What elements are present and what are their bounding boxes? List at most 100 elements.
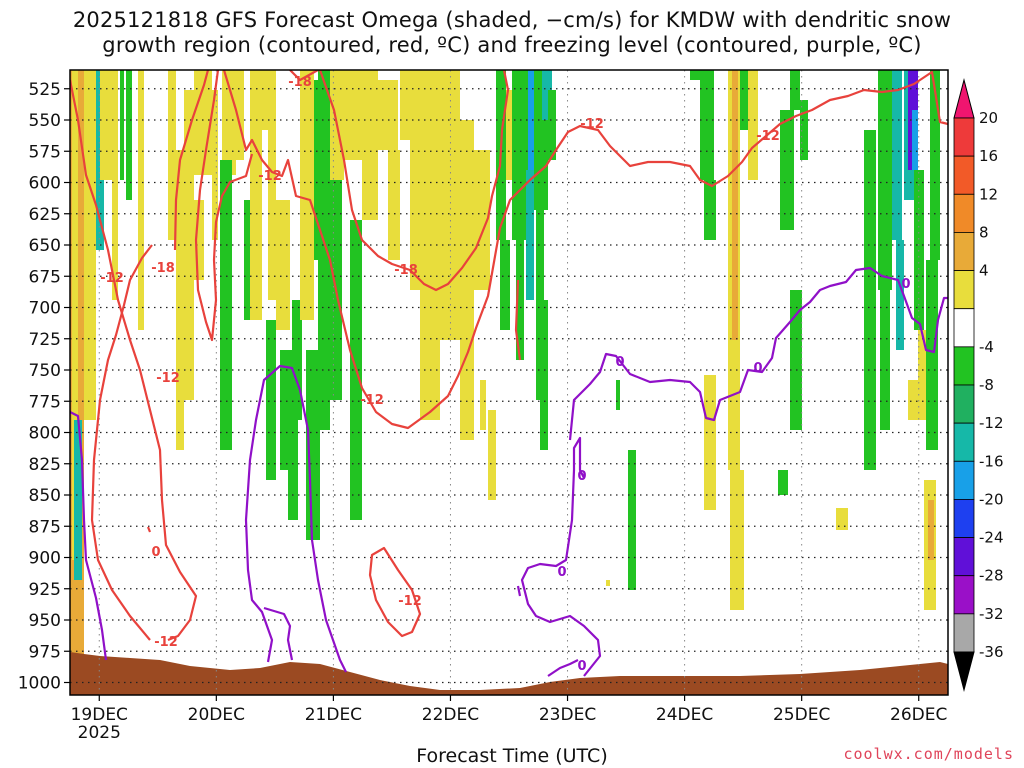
omega-cell-86 <box>918 330 928 420</box>
omega-cell-45 <box>480 380 486 430</box>
x-tick-label-2: 21DEC <box>305 705 362 725</box>
colorbar-segment-10 <box>953 499 975 538</box>
colorbar-segment-7 <box>953 384 975 424</box>
omega-cell-7 <box>120 70 124 180</box>
colorbar-label-9: -20 <box>979 490 1004 508</box>
omega-shading <box>70 70 940 690</box>
colorbar-label-8: -16 <box>979 452 1004 470</box>
omega-cell-15 <box>212 90 218 240</box>
omega-cell-10 <box>168 70 176 240</box>
omega-cell-76 <box>836 508 848 530</box>
red-contour-6 <box>194 70 254 342</box>
contour-label-7: -18 <box>394 263 418 278</box>
y-tick-label-4: 625 <box>29 205 61 225</box>
y-tick-label-8: 725 <box>29 330 61 350</box>
omega-cell-18 <box>236 70 244 160</box>
omega-cell-37 <box>378 80 398 150</box>
omega-cell-64 <box>704 180 716 240</box>
y-tick-label-19: 1000 <box>18 674 61 694</box>
colorbar-label-11: -28 <box>979 567 1004 585</box>
omega-cell-78 <box>878 70 892 290</box>
colorbar-label-3: 8 <box>979 223 989 241</box>
omega-cell-60 <box>616 380 620 410</box>
red-contour-3 <box>222 70 948 430</box>
omega-cell-87 <box>926 260 938 450</box>
omega-cell-8 <box>126 70 132 200</box>
omega-cell-14 <box>194 200 204 280</box>
omega-cell-31 <box>318 70 330 430</box>
omega-cell-46 <box>488 410 496 500</box>
y-tick-label-12: 825 <box>29 455 61 475</box>
omega-cell-71 <box>778 470 788 495</box>
red-contour-9 <box>146 526 152 533</box>
plot-frame <box>69 69 949 696</box>
omega-cell-23 <box>266 320 276 480</box>
omega-cell-59 <box>606 580 610 586</box>
contour-label-2: -12 <box>156 371 180 386</box>
omega-cell-12 <box>184 90 194 400</box>
chart-title-line2: growth region (contoured, red, ºC) and f… <box>102 33 922 57</box>
contour-label-14: 0 <box>901 277 910 292</box>
y-tick-label-18: 975 <box>29 642 61 662</box>
omega-cell-67 <box>732 70 738 340</box>
y-tick-label-2: 575 <box>29 142 61 162</box>
colorbar-segment-3 <box>953 232 975 271</box>
colorbar-segment-6 <box>953 346 975 386</box>
omega-cell-68 <box>740 70 748 130</box>
y-tick-label-13: 850 <box>29 486 61 506</box>
colorbar-segment-8 <box>953 422 975 462</box>
x-tick-sublabel-year: 2025 <box>78 723 121 743</box>
omega-cell-63 <box>700 70 714 180</box>
colorbar-label-13: -36 <box>979 643 1004 661</box>
grid-lines <box>70 70 948 695</box>
y-tick-label-5: 650 <box>29 236 61 256</box>
omega-cell-1 <box>72 70 78 560</box>
contour-label-11: 0 <box>151 545 160 560</box>
x-axis-label: Forecast Time (UTC) <box>416 745 608 767</box>
omega-cell-73 <box>790 290 802 430</box>
red-contour-1 <box>90 244 153 641</box>
contour-label-8: -12 <box>398 594 422 609</box>
colorbar-label-12: -32 <box>979 605 1004 623</box>
omega-cell-77 <box>864 130 876 470</box>
colorbar-segment-9 <box>953 460 975 500</box>
colorbar: 20 16 12 8 4 -4 -8 -12 -16 -20 -24 -28 -32 -36 <box>953 78 1004 692</box>
y-tick-label-10: 775 <box>29 392 61 412</box>
terrain-fill <box>70 652 948 695</box>
omega-cell-50 <box>512 70 528 240</box>
colorbar-label-7: -12 <box>979 414 1004 432</box>
colorbar-segment-0 <box>953 117 975 157</box>
omega-cell-72 <box>780 110 794 230</box>
omega-cell-61 <box>628 450 636 590</box>
red-contour-8 <box>514 279 522 361</box>
red-contour-4 <box>289 70 319 82</box>
y-tick-label-3: 600 <box>29 174 61 194</box>
omega-cell-5 <box>100 70 112 180</box>
colorbar-segment-11 <box>953 537 975 577</box>
contour-label-15: 0 <box>557 565 566 580</box>
omega-cell-11 <box>176 150 184 450</box>
y-axis: 525 550 575 600 625 650 675 700 725 750 775 800 825 8… <box>18 80 70 694</box>
colorbar-label-6: -8 <box>979 376 994 394</box>
y-tick-label-17: 950 <box>29 611 61 631</box>
x-tick-label-5: 24DEC <box>656 705 713 725</box>
contour-labels: -18 -12 -12 -12 -18 -12 -12 -18 -12 -12 -12 0 0 0 0 0 0 0 <box>100 75 910 674</box>
credit-text: coolwx.com/models <box>843 745 1014 763</box>
omega-cell-75 <box>800 100 808 160</box>
omega-cell-70 <box>748 70 758 180</box>
omega-cell-89 <box>928 500 934 560</box>
purple-contour-3 <box>520 436 602 677</box>
red-contour-5 <box>318 70 510 292</box>
x-tick-label-0: 19DEC <box>71 705 128 725</box>
omega-cell-42 <box>440 70 460 340</box>
contour-label-1: -12 <box>100 271 124 286</box>
x-tick-label-6: 25DEC <box>773 705 830 725</box>
contour-label-3: -12 <box>360 393 384 408</box>
colorbar-segment-13 <box>953 613 975 653</box>
omega-cell-2 <box>84 70 96 420</box>
colorbar-label-0: 20 <box>979 109 998 127</box>
purple-contour-6 <box>568 266 948 441</box>
contour-label-0: -18 <box>288 75 312 90</box>
y-tick-label-15: 900 <box>29 549 61 569</box>
omega-cell-81 <box>896 240 904 350</box>
